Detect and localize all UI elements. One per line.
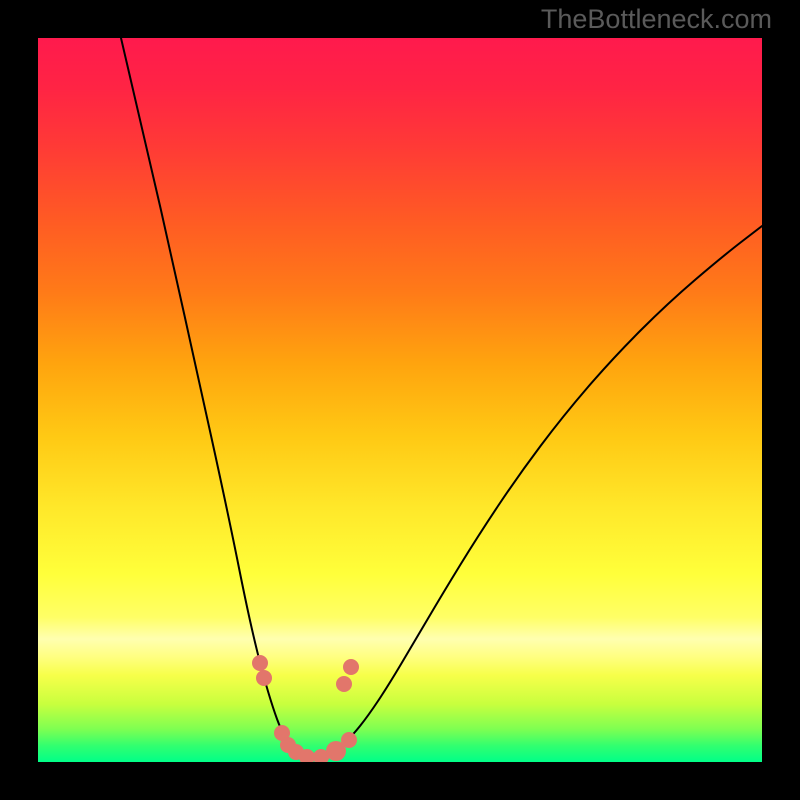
data-point <box>336 676 352 692</box>
data-point <box>341 732 357 748</box>
watermark-text: TheBottleneck.com <box>541 4 772 35</box>
data-point <box>343 659 359 675</box>
data-point <box>252 655 268 671</box>
data-point <box>256 670 272 686</box>
outer-frame: TheBottleneck.com <box>0 0 800 800</box>
bottleneck-chart <box>38 38 762 762</box>
